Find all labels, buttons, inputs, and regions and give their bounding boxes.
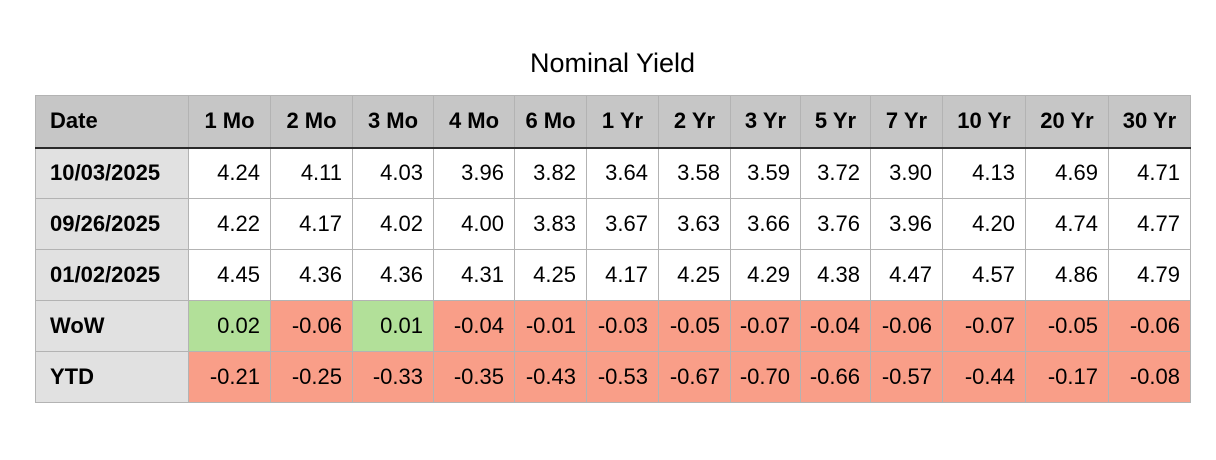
table-body: 10/03/2025 4.24 4.11 4.03 3.96 3.82 3.64 3.58 3.… (35, 147, 1191, 403)
table-cell: -0.33 (352, 351, 434, 403)
table-cell: 3.96 (870, 198, 943, 250)
table-cell: 4.36 (270, 249, 353, 301)
table-cell: 4.20 (942, 198, 1026, 250)
table-cell: 3.59 (730, 147, 801, 199)
table-cell: 4.74 (1025, 198, 1109, 250)
table-cell: 3.67 (586, 198, 659, 250)
table-cell: 3.83 (514, 198, 587, 250)
table-cell: -0.17 (1025, 351, 1109, 403)
table-cell: -0.25 (270, 351, 353, 403)
column-header: 1 Yr (586, 95, 659, 149)
table-cell: -0.08 (1108, 351, 1191, 403)
table-cell: 3.63 (658, 198, 731, 250)
table-cell: -0.07 (730, 300, 801, 352)
table-cell: 4.79 (1108, 249, 1191, 301)
table-cell: 4.36 (352, 249, 434, 301)
table-cell: -0.06 (270, 300, 353, 352)
table-row: 09/26/2025 4.22 4.17 4.02 4.00 3.83 3.67 3.63 3.… (35, 198, 1191, 250)
table-cell: 4.29 (730, 249, 801, 301)
table-cell: 4.02 (352, 198, 434, 250)
table-cell: 4.24 (188, 147, 271, 199)
table-cell: 3.82 (514, 147, 587, 199)
table-cell: 4.86 (1025, 249, 1109, 301)
table-cell: 4.47 (870, 249, 943, 301)
column-header: 5 Yr (800, 95, 871, 149)
table-cell: -0.66 (800, 351, 871, 403)
table-cell: -0.53 (586, 351, 659, 403)
table-cell: 4.13 (942, 147, 1026, 199)
table-cell: 3.64 (586, 147, 659, 199)
header-row: Date 1 Mo 2 Mo 3 Mo 4 Mo 6 Mo 1 Yr 2 Yr 3 Yr 5 Yr… (35, 95, 1191, 149)
row-label: WoW (35, 300, 189, 352)
table-cell: -0.35 (433, 351, 515, 403)
row-label: 10/03/2025 (35, 147, 189, 199)
column-header: 2 Yr (658, 95, 731, 149)
column-header: 4 Mo (433, 95, 515, 149)
table-cell: 4.57 (942, 249, 1026, 301)
table-cell: 0.02 (188, 300, 271, 352)
table-cell: 4.00 (433, 198, 515, 250)
table-cell: 4.25 (658, 249, 731, 301)
page-title: Nominal Yield (529, 48, 696, 78)
column-header: 7 Yr (870, 95, 943, 149)
table-cell: -0.67 (658, 351, 731, 403)
table-cell: 3.72 (800, 147, 871, 199)
table-cell: 4.17 (270, 198, 353, 250)
table-cell: 4.69 (1025, 147, 1109, 199)
table-cell: -0.57 (870, 351, 943, 403)
table-cell: -0.70 (730, 351, 801, 403)
table-cell: -0.06 (1108, 300, 1191, 352)
table-cell: -0.07 (942, 300, 1026, 352)
table-cell: -0.43 (514, 351, 587, 403)
table-cell: 4.03 (352, 147, 434, 199)
table-cell: -0.05 (1025, 300, 1109, 352)
table-cell: 3.76 (800, 198, 871, 250)
table-cell: 4.77 (1108, 198, 1191, 250)
nominal-yield-table: Date 1 Mo 2 Mo 3 Mo 4 Mo 6 Mo 1 Yr 2 Yr 3 Yr 5 Yr… (35, 95, 1191, 403)
column-header: 3 Yr (730, 95, 801, 149)
column-header: 6 Mo (514, 95, 587, 149)
table-cell: 4.25 (514, 249, 587, 301)
table-cell: 3.96 (433, 147, 515, 199)
table-row: 10/03/2025 4.24 4.11 4.03 3.96 3.82 3.64 3.58 3.… (35, 147, 1191, 199)
column-header: 3 Mo (352, 95, 434, 149)
table-cell: 0.01 (352, 300, 434, 352)
table-cell: 4.71 (1108, 147, 1191, 199)
table-cell: -0.04 (433, 300, 515, 352)
table-cell: 4.17 (586, 249, 659, 301)
nominal-yield-panel: Nominal Yield Date 1 Mo 2 Mo 3 Mo 4 Mo 6 Mo 1 … (35, 0, 1191, 403)
row-label: 09/26/2025 (35, 198, 189, 250)
column-header: 2 Mo (270, 95, 353, 149)
table-cell: 4.11 (270, 147, 353, 199)
column-header: 20 Yr (1025, 95, 1109, 149)
table-cell: -0.44 (942, 351, 1026, 403)
table-cell: 4.22 (188, 198, 271, 250)
table-cell: 4.45 (188, 249, 271, 301)
column-header-date: Date (35, 95, 189, 149)
table-cell: 3.58 (658, 147, 731, 199)
column-header: 30 Yr (1108, 95, 1191, 149)
table-cell: 3.90 (870, 147, 943, 199)
table-cell: -0.04 (800, 300, 871, 352)
table-cell: -0.21 (188, 351, 271, 403)
table-cell: -0.01 (514, 300, 587, 352)
table-cell: 4.38 (800, 249, 871, 301)
table-row: YTD -0.21 -0.25 -0.33 -0.35 -0.43 -0.53 -0.67 -0… (35, 351, 1191, 403)
table-cell: 4.31 (433, 249, 515, 301)
table-cell: -0.06 (870, 300, 943, 352)
row-label: 01/02/2025 (35, 249, 189, 301)
table-cell: -0.05 (658, 300, 731, 352)
table-row: WoW 0.02 -0.06 0.01 -0.04 -0.01 -0.03 -0.05 -0.0… (35, 300, 1191, 352)
row-label: YTD (35, 351, 189, 403)
column-header: 1 Mo (188, 95, 271, 149)
table-row: 01/02/2025 4.45 4.36 4.36 4.31 4.25 4.17 4.25 4.… (35, 249, 1191, 301)
column-header: 10 Yr (942, 95, 1026, 149)
table-cell: -0.03 (586, 300, 659, 352)
table-cell: 3.66 (730, 198, 801, 250)
